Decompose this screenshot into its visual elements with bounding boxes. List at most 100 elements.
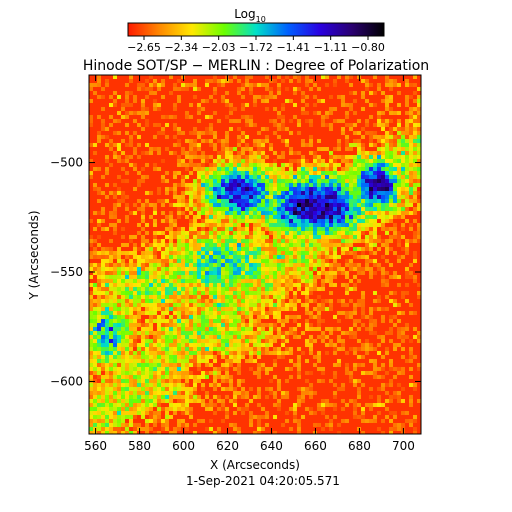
heatmap-cell <box>145 335 149 339</box>
heatmap-cell <box>189 163 193 167</box>
heatmap-cell <box>213 251 217 255</box>
heatmap-cell <box>169 279 173 283</box>
heatmap-cell <box>221 171 225 175</box>
heatmap-cell <box>113 415 117 419</box>
heatmap-cell <box>293 115 297 119</box>
heatmap-cell <box>133 151 137 155</box>
heatmap-cell <box>125 411 129 415</box>
heatmap-cell <box>101 335 105 339</box>
heatmap-cell <box>177 303 181 307</box>
heatmap-cell <box>225 323 229 327</box>
heatmap-cell <box>193 203 197 207</box>
heatmap-cell <box>413 255 417 259</box>
heatmap-cell <box>193 391 197 395</box>
heatmap-cell <box>121 343 125 347</box>
heatmap-cell <box>301 99 305 103</box>
heatmap-cell <box>293 211 297 215</box>
heatmap-cell <box>125 271 129 275</box>
heatmap-cell <box>145 339 149 343</box>
heatmap-cell <box>225 267 229 271</box>
heatmap-cell <box>101 287 105 291</box>
heatmap-cell <box>97 339 101 343</box>
heatmap-cell <box>241 355 245 359</box>
heatmap-cell <box>121 115 125 119</box>
heatmap-cell <box>101 359 105 363</box>
heatmap-cell <box>225 379 229 383</box>
heatmap-cell <box>241 135 245 139</box>
heatmap-cell <box>325 171 329 175</box>
heatmap-cell <box>397 255 401 259</box>
heatmap-cell <box>305 379 309 383</box>
heatmap-cell <box>417 199 421 203</box>
heatmap-cell <box>141 275 145 279</box>
heatmap-cell <box>329 291 333 295</box>
heatmap-cell <box>161 203 165 207</box>
heatmap-cell <box>225 199 229 203</box>
heatmap-cell <box>361 407 365 411</box>
heatmap-cell <box>109 387 113 391</box>
heatmap-cell <box>269 251 273 255</box>
heatmap-cell <box>205 323 209 327</box>
heatmap-cell <box>117 355 121 359</box>
heatmap-cell <box>357 247 361 251</box>
heatmap-cell <box>169 431 173 434</box>
heatmap-cell <box>325 251 329 255</box>
heatmap-cell <box>93 283 97 287</box>
heatmap-cell <box>105 371 109 375</box>
heatmap-cell <box>341 387 345 391</box>
heatmap-cell <box>117 299 121 303</box>
heatmap-cell <box>109 343 113 347</box>
heatmap-cell <box>305 267 309 271</box>
heatmap-cell <box>237 247 241 251</box>
heatmap-cell <box>385 211 389 215</box>
heatmap-cell <box>229 307 233 311</box>
heatmap-cell <box>149 215 153 219</box>
heatmap-cell <box>405 159 409 163</box>
heatmap-cell <box>321 211 325 215</box>
heatmap-cell <box>221 399 225 403</box>
heatmap-cell <box>169 203 173 207</box>
heatmap-cell <box>313 339 317 343</box>
colorbar-tick-label: −1.11 <box>314 41 348 54</box>
heatmap-cell <box>377 155 381 159</box>
heatmap-cell <box>213 167 217 171</box>
heatmap-cell <box>309 179 313 183</box>
heatmap-cell <box>381 127 385 131</box>
colorbar-ticks: −2.65 −2.34 −2.03 −1.72 −1.41 −1.11 −0.80 <box>127 36 385 54</box>
heatmap-cell <box>209 199 213 203</box>
heatmap-cell <box>161 359 165 363</box>
heatmap-cell <box>241 299 245 303</box>
heatmap-cell <box>409 191 413 195</box>
heatmap-cell <box>185 303 189 307</box>
heatmap-cell <box>285 247 289 251</box>
heatmap-cell <box>193 323 197 327</box>
heatmap-cell <box>261 247 265 251</box>
heatmap-cell <box>389 399 393 403</box>
heatmap-cell <box>101 395 105 399</box>
heatmap-cell <box>177 259 181 263</box>
heatmap-cell <box>249 295 253 299</box>
heatmap-cell <box>285 211 289 215</box>
heatmap-cell <box>313 203 317 207</box>
heatmap-cell <box>265 263 269 267</box>
heatmap-cell <box>337 263 341 267</box>
heatmap-cell <box>197 187 201 191</box>
heatmap-cell <box>261 211 265 215</box>
heatmap-cell <box>333 163 337 167</box>
heatmap-cell <box>93 431 97 434</box>
heatmap-cell <box>153 359 157 363</box>
heatmap-cell <box>393 271 397 275</box>
heatmap-cell <box>173 335 177 339</box>
heatmap-cell <box>137 343 141 347</box>
heatmap-cell <box>393 179 397 183</box>
heatmap-cell <box>293 259 297 263</box>
heatmap-cell <box>221 267 225 271</box>
heatmap-cell <box>201 239 205 243</box>
heatmap-cell <box>373 91 377 95</box>
heatmap-cell <box>269 239 273 243</box>
heatmap-cell <box>361 175 365 179</box>
heatmap-cell <box>277 255 281 259</box>
heatmap-cell <box>125 339 129 343</box>
heatmap-cell <box>341 171 345 175</box>
heatmap-cell <box>201 419 205 423</box>
